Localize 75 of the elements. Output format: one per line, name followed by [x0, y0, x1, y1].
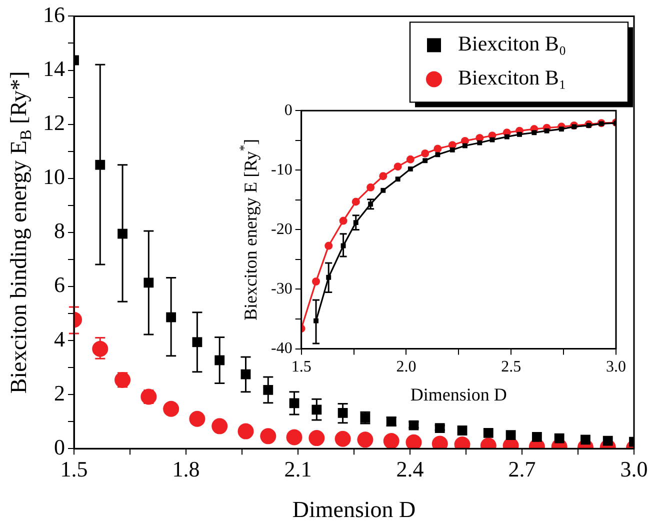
- y-tick-label: 8: [54, 218, 65, 244]
- point: [462, 143, 468, 148]
- point: [140, 388, 157, 405]
- y-tick-label: 6: [54, 272, 65, 298]
- y-tick-label: -40: [271, 340, 292, 358]
- point: [189, 410, 206, 427]
- point: [383, 433, 400, 449]
- y-tick-label: 12: [43, 110, 65, 136]
- point: [260, 428, 276, 444]
- point: [490, 137, 495, 142]
- x-tick-label: 1.8: [172, 456, 200, 482]
- y-tick-label: -10: [271, 161, 292, 178]
- x-axis-title: Dimension D: [410, 384, 507, 405]
- y-tick-label: 0: [284, 102, 292, 119]
- point: [602, 436, 613, 446]
- point: [334, 430, 351, 447]
- point: [554, 433, 564, 444]
- x-axis-title: Dimension D: [292, 497, 416, 522]
- legend-label: Biexciton B₁: [458, 66, 566, 90]
- point: [580, 434, 590, 445]
- point: [395, 176, 400, 182]
- point: [286, 429, 302, 446]
- point: [457, 426, 468, 436]
- y-tick-label: 0: [54, 434, 65, 460]
- y-axis-title: Biexciton energy E [Ry*]: [237, 138, 261, 321]
- point: [572, 124, 577, 130]
- point: [517, 132, 522, 137]
- point: [532, 432, 542, 442]
- point: [406, 434, 422, 449]
- y-tick-label: 2: [54, 380, 65, 406]
- point: [380, 188, 386, 193]
- point: [558, 126, 564, 132]
- y-tick-label: -30: [271, 280, 292, 298]
- y-tick-label: 10: [43, 164, 65, 190]
- x-tick-label: 2.7: [508, 456, 536, 482]
- x-tick-label: 3.0: [620, 456, 648, 482]
- point: [308, 430, 325, 446]
- point: [532, 130, 537, 136]
- point: [352, 198, 360, 206]
- point: [544, 128, 550, 134]
- point: [435, 152, 440, 158]
- x-tick-label: 1.5: [291, 358, 312, 376]
- y-tick-label: 16: [43, 2, 65, 27]
- y-tick-label: -20: [271, 220, 292, 238]
- point: [483, 428, 494, 438]
- y-tick-label: 4: [54, 326, 65, 352]
- point: [477, 140, 482, 146]
- point: [163, 400, 180, 417]
- point: [406, 155, 414, 164]
- point: [586, 123, 592, 128]
- x-tick-label: 2.1: [284, 456, 312, 482]
- point: [450, 147, 455, 152]
- point: [504, 134, 510, 140]
- point: [212, 418, 228, 434]
- point: [422, 158, 428, 164]
- x-tick-label: 3.0: [606, 358, 626, 376]
- point: [312, 278, 320, 286]
- y-axis-title: Biexciton binding energy EB [Ry*]: [6, 71, 36, 394]
- x-tick-label: 2.0: [396, 358, 416, 376]
- x-tick-label: 2.5: [501, 358, 522, 376]
- point: [421, 149, 430, 158]
- point: [238, 423, 254, 440]
- point: [324, 242, 333, 250]
- point: [408, 166, 413, 172]
- point: [434, 144, 442, 153]
- point: [366, 183, 375, 192]
- point: [394, 162, 402, 171]
- x-tick-label: 2.4: [396, 456, 424, 482]
- point: [379, 172, 388, 180]
- y-tick-label: 14: [43, 56, 65, 82]
- x-tick-label: 1.5: [60, 456, 88, 482]
- point: [339, 216, 348, 225]
- point: [357, 432, 374, 448]
- point: [506, 430, 516, 440]
- legend-label: Biexciton B₀: [458, 32, 566, 56]
